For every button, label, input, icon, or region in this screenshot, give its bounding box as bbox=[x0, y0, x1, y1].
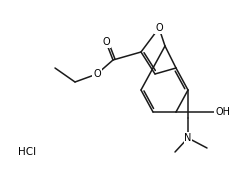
Text: O: O bbox=[102, 37, 110, 47]
Text: OH: OH bbox=[215, 107, 230, 117]
Text: O: O bbox=[155, 23, 163, 33]
Text: N: N bbox=[184, 133, 192, 143]
Text: HCl: HCl bbox=[18, 147, 36, 157]
Text: O: O bbox=[93, 69, 101, 79]
